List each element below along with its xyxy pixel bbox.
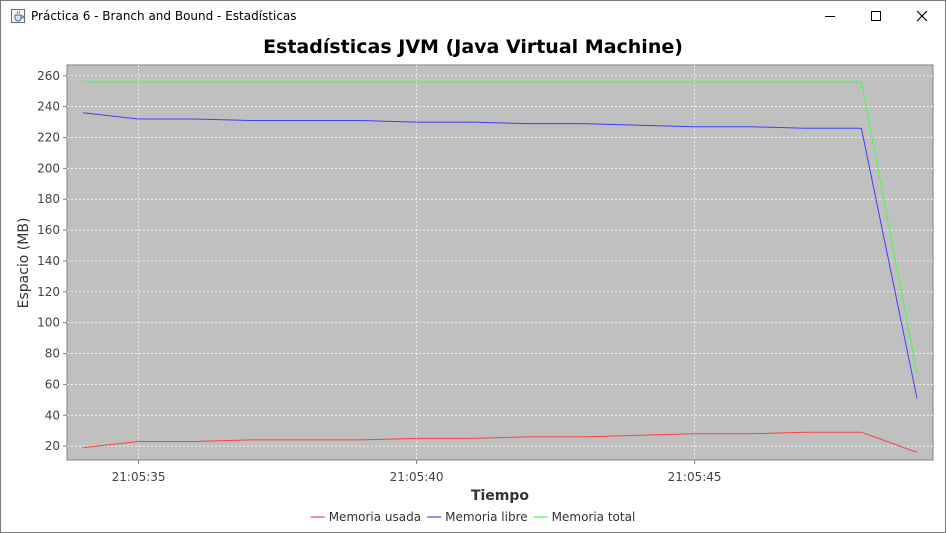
series-line-2 <box>82 112 918 399</box>
y-tick-label: 160 <box>37 223 60 237</box>
y-tick-label: 140 <box>37 254 60 268</box>
series-lines <box>82 81 918 453</box>
close-button[interactable] <box>899 1 945 31</box>
y-tick-label: 120 <box>37 285 60 299</box>
series-line-3 <box>83 81 918 374</box>
y-tick-label: 60 <box>45 377 60 391</box>
legend-label: Memoria usada <box>329 510 421 524</box>
minimize-button[interactable] <box>807 1 853 31</box>
java-cup-icon <box>11 9 25 23</box>
legend-label: Memoria total <box>552 510 636 524</box>
legend: Memoria usada Memoria libre Memoria total <box>310 510 636 524</box>
window-title: Práctica 6 - Branch and Bound - Estadíst… <box>31 9 297 23</box>
x-tick-label: 21:05:35 <box>112 470 166 484</box>
y-tick-label: 100 <box>37 316 60 330</box>
y-tick-label: 220 <box>37 131 60 145</box>
y-tick-label: 40 <box>45 408 60 422</box>
y-tick-label: 80 <box>45 347 60 361</box>
title-bar[interactable]: Práctica 6 - Branch and Bound - Estadíst… <box>1 1 945 31</box>
y-axis: 20 40 60 80 100 120 140 160 180 200 220 240 260 <box>37 69 67 453</box>
x-tick-label: 21:05:40 <box>390 470 444 484</box>
y-tick-label: 240 <box>37 100 60 114</box>
x-axis-label: Tiempo <box>471 488 529 504</box>
series-line-1 <box>82 431 918 453</box>
y-axis-label: Espacio (MB) <box>16 218 32 309</box>
close-icon <box>916 10 928 22</box>
plot-area <box>66 64 934 461</box>
y-tick-label: 20 <box>45 439 60 453</box>
y-tick-label: 260 <box>37 69 60 83</box>
chart-title: Estadísticas JVM (Java Virtual Machine) <box>263 36 683 58</box>
maximize-button[interactable] <box>853 1 899 31</box>
x-tick-label: 21:05:45 <box>668 470 722 484</box>
y-tick-label: 200 <box>37 161 60 175</box>
y-tick-label: 180 <box>37 192 60 206</box>
x-axis: 21:05:35 21:05:40 21:05:45 <box>112 460 722 484</box>
minimize-icon <box>825 16 835 17</box>
legend-label: Memoria libre <box>445 510 528 524</box>
maximize-icon <box>871 11 881 21</box>
memory-line-chart: Estadísticas JVM (Java Virtual Machine) … <box>16 36 934 524</box>
grid-lines <box>67 65 933 460</box>
